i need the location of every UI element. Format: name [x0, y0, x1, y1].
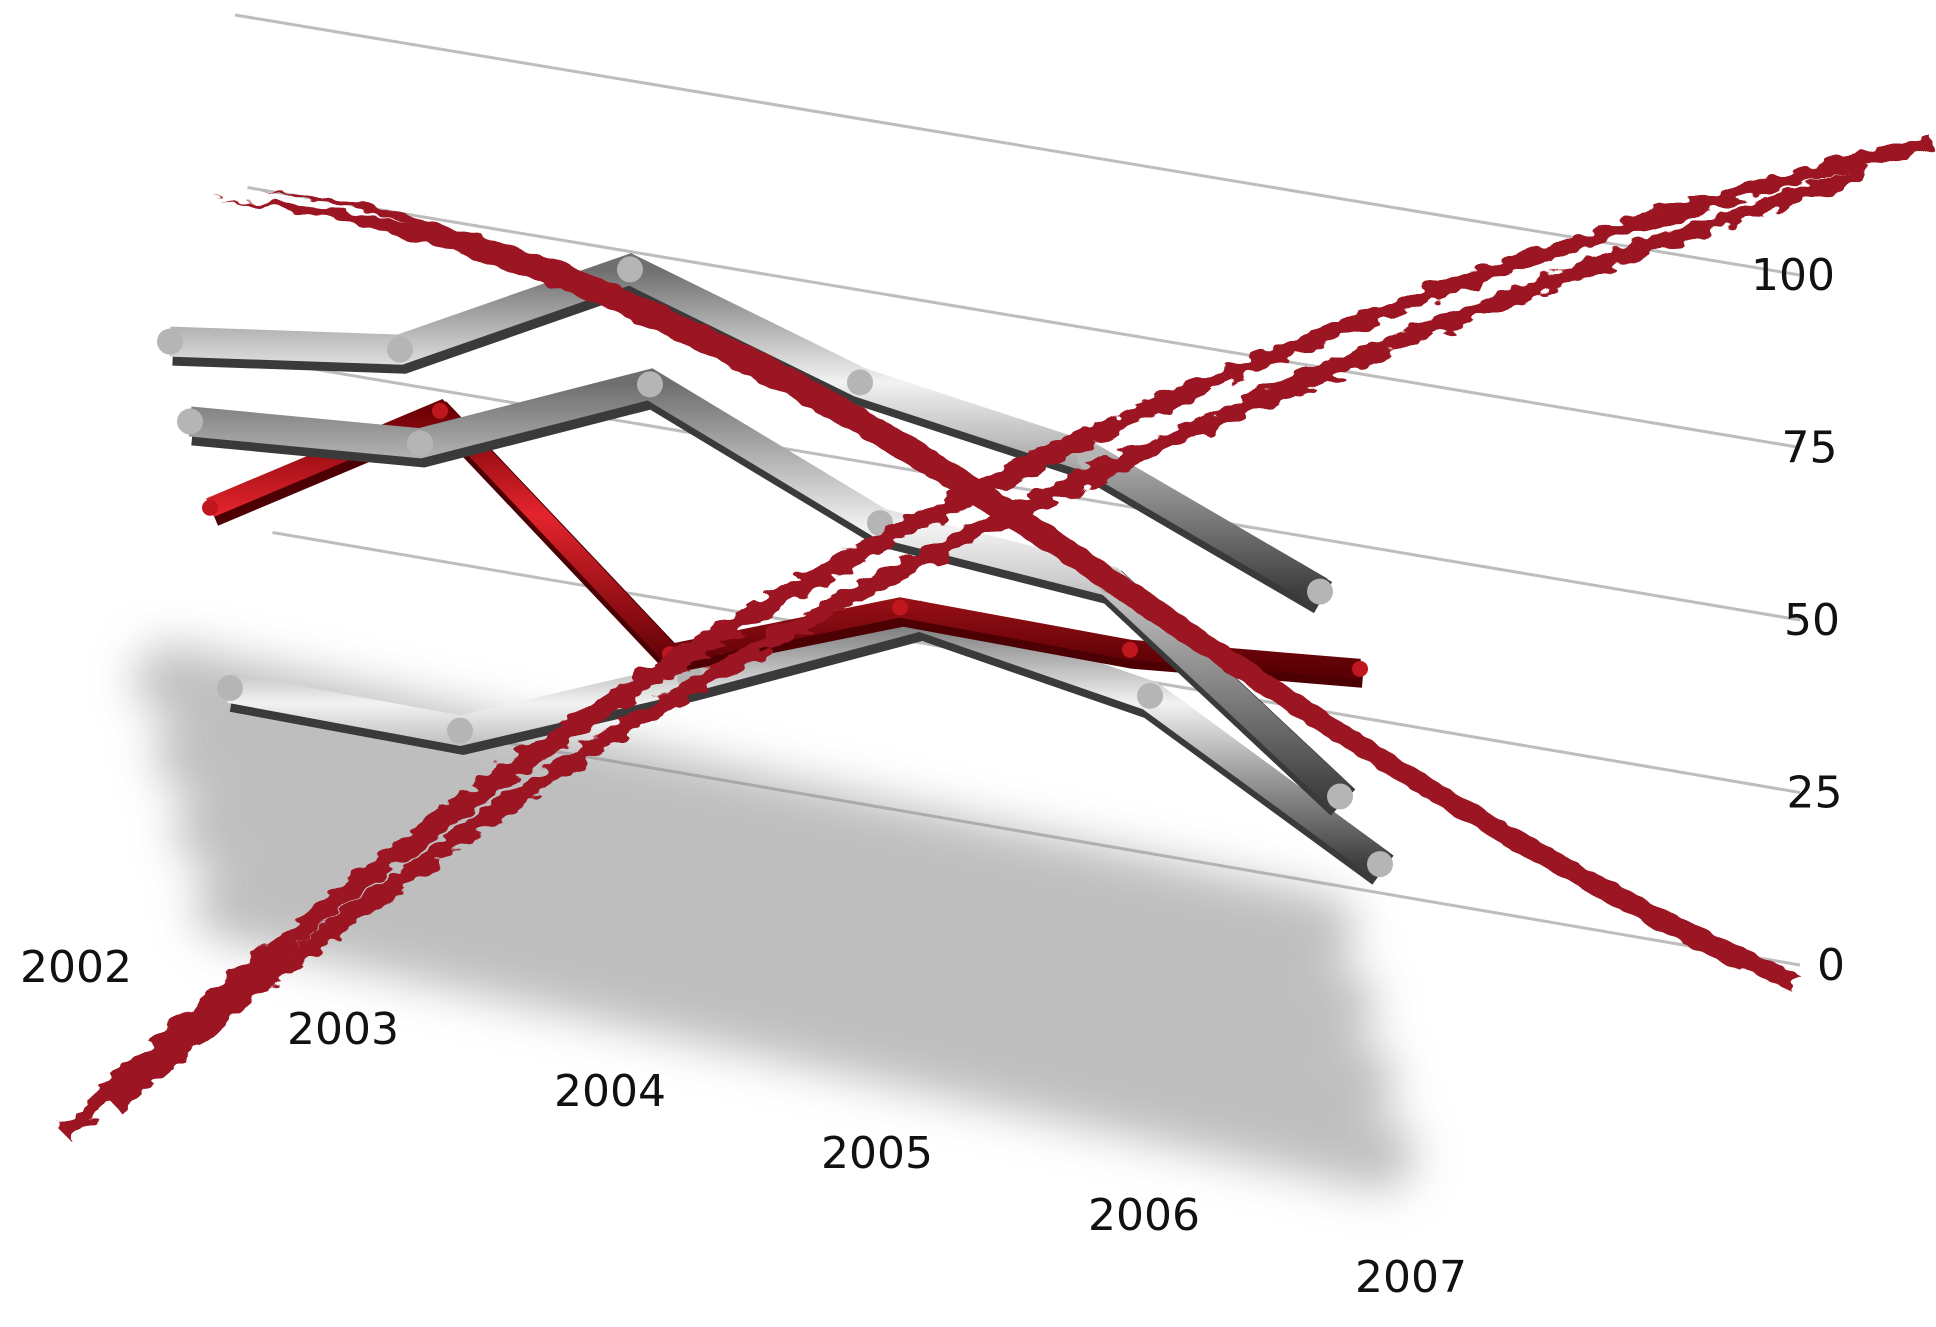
data-point: [217, 675, 243, 702]
gridline: [234, 13, 1801, 277]
x-tick-label: 2003: [287, 1004, 399, 1055]
x-tick-label: 2002: [20, 942, 132, 993]
series-shadow: [195, 870, 1415, 1190]
x-tick-label: 2006: [1088, 1190, 1200, 1241]
data-point: [202, 499, 218, 516]
data-point: [1327, 783, 1353, 810]
y-tick-label: 75: [1782, 423, 1838, 474]
x-tick-label: 2007: [1355, 1252, 1467, 1303]
x-axis-labels: 2002 2003 2004 2005 2006 2007: [20, 942, 1467, 1303]
x-tick-label: 2005: [821, 1128, 933, 1179]
x-mark-icon: [58, 135, 1934, 1140]
data-point: [157, 328, 183, 355]
y-tick-label: 100: [1751, 250, 1835, 301]
data-point: [1307, 578, 1333, 605]
data-point: [1137, 682, 1163, 709]
data-point: [177, 408, 203, 435]
y-tick-label: 0: [1817, 940, 1845, 991]
data-point: [1077, 444, 1103, 471]
data-point: [617, 256, 643, 283]
gridline: [247, 186, 1801, 449]
data-point: [847, 369, 873, 396]
data-point: [637, 371, 663, 398]
data-point: [447, 717, 473, 744]
data-point: [892, 599, 908, 616]
y-axis-ticks: 0 25 50 75 100: [1751, 250, 1845, 991]
data-point: [1122, 641, 1138, 658]
series-shadow: [155, 720, 1375, 1040]
series-line: [227, 600, 1389, 877]
data-point: [1352, 660, 1368, 677]
data-point: [432, 402, 448, 419]
y-tick-label: 25: [1787, 768, 1843, 819]
x-tick-label: 2004: [554, 1066, 666, 1117]
series-line: [169, 253, 1328, 605]
data-point: [407, 430, 433, 457]
data-point: [387, 336, 413, 363]
y-tick-label: 50: [1784, 595, 1840, 646]
data-point: [1367, 851, 1393, 878]
